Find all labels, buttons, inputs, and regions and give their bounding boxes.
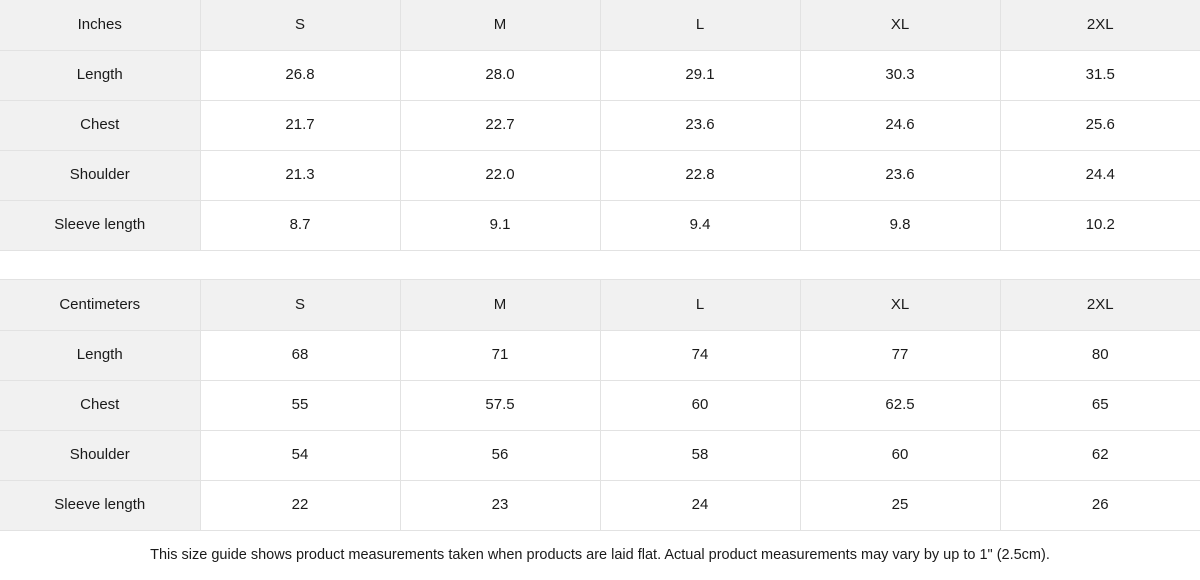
cell-inches-shoulder-2xl: 24.4 [1000,150,1200,201]
row-label-length: Length [0,50,201,101]
table-row: Shoulder 54 56 58 60 62 [0,430,1200,481]
row-label-sleeve-length: Sleeve length [0,480,201,531]
column-header-xl: XL [800,0,1001,51]
cell-inches-sleeve-m: 9.1 [400,200,601,251]
table-row: Shoulder 21.3 22.0 22.8 23.6 24.4 [0,150,1200,201]
column-header-2xl: 2XL [1000,0,1200,51]
cell-inches-shoulder-s: 21.3 [200,150,401,201]
table-row: Length 26.8 28.0 29.1 30.3 31.5 [0,50,1200,101]
row-label-chest: Chest [0,100,201,151]
cell-cm-shoulder-l: 58 [600,430,801,481]
row-label-shoulder: Shoulder [0,150,201,201]
size-guide-footnote: This size guide shows product measuremen… [0,530,1200,580]
cell-inches-chest-xl: 24.6 [800,100,1001,151]
cell-cm-length-xl: 77 [800,330,1001,381]
cell-cm-shoulder-m: 56 [400,430,601,481]
table-row: Chest 21.7 22.7 23.6 24.6 25.6 [0,100,1200,151]
cell-inches-length-2xl: 31.5 [1000,50,1200,101]
size-table-centimeters-head: Centimeters S M L XL 2XL [0,280,1200,331]
size-table-inches-head: Inches S M L XL 2XL [0,0,1200,51]
size-table-inches-body: Length 26.8 28.0 29.1 30.3 31.5 Chest 21… [0,50,1200,251]
cell-inches-shoulder-l: 22.8 [600,150,801,201]
table-row: Sleeve length 22 23 24 25 26 [0,480,1200,531]
table-header-row: Centimeters S M L XL 2XL [0,280,1200,331]
cell-inches-chest-l: 23.6 [600,100,801,151]
cell-inches-chest-2xl: 25.6 [1000,100,1200,151]
row-label-length: Length [0,330,201,381]
cell-cm-shoulder-s: 54 [200,430,401,481]
cell-cm-chest-2xl: 65 [1000,380,1200,431]
cell-inches-sleeve-2xl: 10.2 [1000,200,1200,251]
cell-inches-shoulder-m: 22.0 [400,150,601,201]
cell-cm-sleeve-xl: 25 [800,480,1001,531]
column-header-2xl: 2XL [1000,280,1200,331]
cell-cm-shoulder-xl: 60 [800,430,1001,481]
cell-cm-length-2xl: 80 [1000,330,1200,381]
cell-inches-length-m: 28.0 [400,50,601,101]
size-table-centimeters-body: Length 68 71 74 77 80 Chest 55 57.5 60 6… [0,330,1200,531]
column-header-m: M [400,280,601,331]
cell-inches-sleeve-xl: 9.8 [800,200,1001,251]
cell-cm-sleeve-l: 24 [600,480,801,531]
cell-cm-chest-l: 60 [600,380,801,431]
column-header-l: L [600,0,801,51]
table-row: Length 68 71 74 77 80 [0,330,1200,381]
column-header-xl: XL [800,280,1001,331]
row-label-chest: Chest [0,380,201,431]
cell-inches-sleeve-l: 9.4 [600,200,801,251]
cell-inches-length-xl: 30.3 [800,50,1001,101]
column-header-s: S [200,280,401,331]
cell-cm-sleeve-s: 22 [200,480,401,531]
unit-label-centimeters: Centimeters [0,280,201,331]
table-header-row: Inches S M L XL 2XL [0,0,1200,51]
table-spacer [0,250,1200,281]
cell-cm-sleeve-m: 23 [400,480,601,531]
cell-inches-shoulder-xl: 23.6 [800,150,1001,201]
cell-inches-length-s: 26.8 [200,50,401,101]
column-header-m: M [400,0,601,51]
cell-cm-length-m: 71 [400,330,601,381]
cell-cm-chest-xl: 62.5 [800,380,1001,431]
size-table-inches: Inches S M L XL 2XL Length 26.8 28.0 29.… [0,0,1200,251]
cell-inches-length-l: 29.1 [600,50,801,101]
column-header-s: S [200,0,401,51]
table-row: Sleeve length 8.7 9.1 9.4 9.8 10.2 [0,200,1200,251]
unit-label-inches: Inches [0,0,201,51]
cell-cm-sleeve-2xl: 26 [1000,480,1200,531]
column-header-l: L [600,280,801,331]
cell-inches-chest-m: 22.7 [400,100,601,151]
cell-cm-chest-m: 57.5 [400,380,601,431]
cell-cm-chest-s: 55 [200,380,401,431]
row-label-shoulder: Shoulder [0,430,201,481]
cell-cm-shoulder-2xl: 62 [1000,430,1200,481]
cell-inches-sleeve-s: 8.7 [200,200,401,251]
row-label-sleeve-length: Sleeve length [0,200,201,251]
cell-cm-length-s: 68 [200,330,401,381]
size-table-centimeters: Centimeters S M L XL 2XL Length 68 71 74… [0,280,1200,531]
cell-inches-chest-s: 21.7 [200,100,401,151]
table-row: Chest 55 57.5 60 62.5 65 [0,380,1200,431]
cell-cm-length-l: 74 [600,330,801,381]
